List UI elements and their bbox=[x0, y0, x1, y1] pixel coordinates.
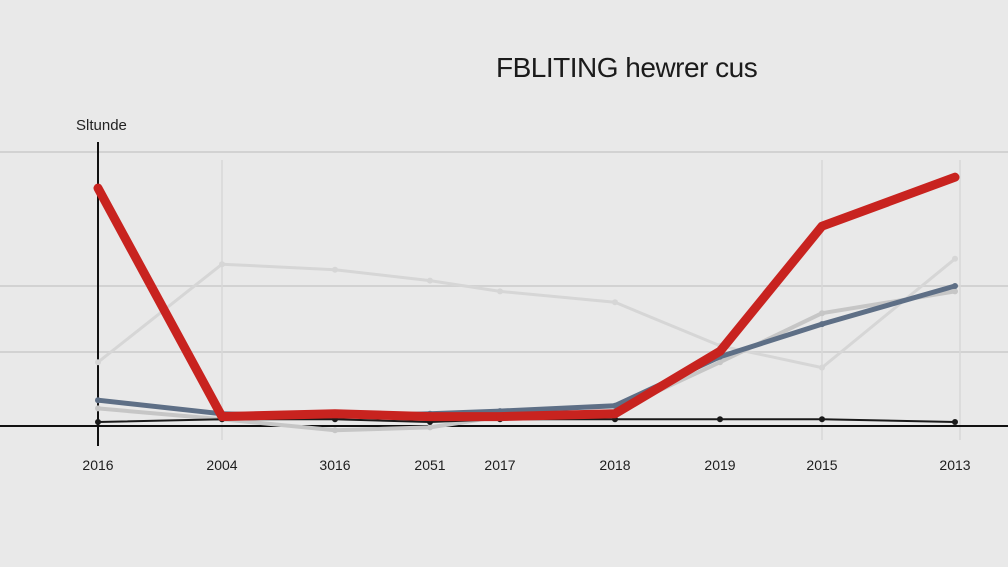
data-point-3-0 bbox=[95, 359, 101, 366]
data-point-0-1 bbox=[218, 412, 226, 421]
data-point-4-7 bbox=[819, 416, 825, 423]
data-point-1-7 bbox=[819, 321, 825, 328]
data-point-0-7 bbox=[818, 222, 826, 231]
chart-title: FBLITING hewrer cus bbox=[496, 52, 758, 83]
series-lines bbox=[93, 172, 960, 434]
data-point-4-0 bbox=[95, 419, 101, 425]
data-point-0-2 bbox=[331, 409, 339, 418]
x-tick-label: 2015 bbox=[806, 457, 837, 473]
data-point-2-8 bbox=[952, 288, 958, 295]
data-point-0-0 bbox=[94, 184, 102, 193]
data-point-2-6 bbox=[717, 359, 723, 366]
x-tick-label: 3016 bbox=[319, 457, 350, 473]
data-point-1-0 bbox=[95, 397, 101, 404]
data-point-0-4 bbox=[496, 412, 504, 421]
x-tick-label: 2017 bbox=[484, 457, 515, 473]
data-point-3-2 bbox=[332, 266, 338, 273]
data-point-4-8 bbox=[952, 419, 958, 425]
data-point-1-8 bbox=[952, 283, 958, 289]
y-axis-label: Sltunde bbox=[76, 117, 127, 134]
data-point-2-0 bbox=[95, 405, 101, 412]
data-point-0-8 bbox=[951, 173, 959, 182]
x-tick-labels: 2016 2004 3016 2051 2017 2018 2019 2015 2013 bbox=[82, 457, 970, 473]
data-point-2-3 bbox=[427, 424, 433, 431]
data-point-3-3 bbox=[427, 277, 433, 284]
data-point-3-4 bbox=[497, 288, 503, 295]
data-point-0-5 bbox=[611, 409, 619, 418]
data-point-2-7 bbox=[819, 310, 825, 317]
x-tick-label: 2013 bbox=[939, 457, 970, 473]
x-tick-label: 2051 bbox=[414, 457, 445, 473]
data-point-3-7 bbox=[819, 364, 825, 371]
series-line-0 bbox=[93, 172, 960, 422]
data-point-3-5 bbox=[612, 299, 618, 306]
x-tick-label: 2004 bbox=[206, 457, 237, 473]
data-point-0-3 bbox=[426, 412, 434, 421]
data-point-2-2 bbox=[332, 427, 338, 434]
data-point-3-1 bbox=[219, 261, 225, 268]
data-point-1-5 bbox=[612, 402, 618, 409]
data-point-4-6 bbox=[717, 416, 723, 423]
x-tick-label: 2018 bbox=[599, 457, 630, 473]
x-tick-label: 2019 bbox=[704, 457, 735, 473]
data-point-0-6 bbox=[716, 347, 724, 356]
data-point-3-8 bbox=[952, 255, 958, 262]
gridlines bbox=[0, 151, 1008, 440]
x-tick-label: 2016 bbox=[82, 457, 113, 473]
